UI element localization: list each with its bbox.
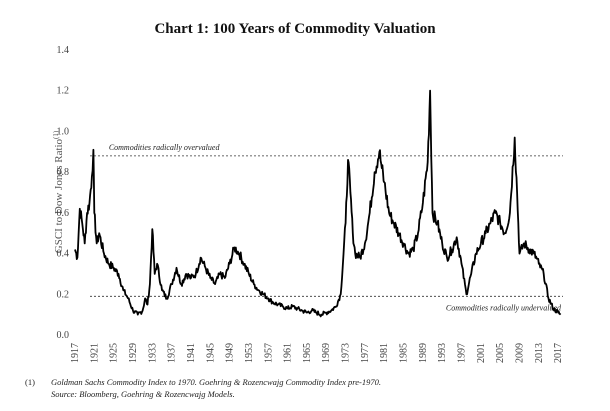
x-tick-label: 2001 (476, 343, 487, 363)
y-axis-ticks: 0.0 0.2 0.4 0.6 0.8 1.0 1.2 1.4 (57, 45, 70, 341)
chart-title: Chart 1: 100 Years of Commodity Valuatio… (154, 21, 436, 37)
footnote-number: (1) (25, 377, 35, 387)
reference-lines: Commodities radically overvalued Commodit… (90, 143, 563, 312)
x-tick-label: 1993 (437, 343, 448, 363)
x-tick-label: 1941 (186, 343, 197, 363)
y-axis-label-superscript: (1) (52, 130, 60, 139)
x-tick-label: 1965 (302, 343, 313, 363)
footnote-line-2: Source: Bloomberg, Goehring & Rozencwajg… (25, 389, 235, 399)
series-line-gsci-dow-ratio (74, 89, 562, 318)
x-tick-label: 2009 (515, 343, 526, 363)
x-tick-label: 1921 (89, 343, 100, 363)
x-tick-label: 1917 (70, 343, 81, 363)
x-tick-label: 2005 (495, 343, 506, 363)
footnote-line-1: (1) Goldman Sachs Commodity Index to 1970… (25, 377, 381, 387)
y-tick-label: 1.4 (57, 45, 70, 56)
x-tick-label: 1925 (109, 343, 120, 363)
x-tick-label: 1981 (379, 343, 390, 363)
y-tick-label: 1.2 (57, 86, 70, 97)
y-axis-label-text: GSCI to Dow Jones Ratio (53, 138, 65, 253)
x-tick-label: 2013 (534, 343, 545, 363)
x-tick-label: 1961 (283, 343, 294, 363)
x-tick-label: 1997 (457, 343, 468, 363)
x-tick-label: 1977 (360, 343, 371, 363)
y-tick-label: 0.4 (57, 249, 70, 260)
x-tick-label: 1953 (244, 343, 255, 363)
y-tick-label: 0.0 (57, 330, 70, 341)
x-tick-label: 1949 (225, 343, 236, 363)
x-tick-label: 1957 (263, 343, 274, 363)
annotation-overvalued: Commodities radically overvalued (109, 143, 221, 152)
y-tick-label: 1.0 (57, 126, 70, 137)
footnote-text-1: Goldman Sachs Commodity Index to 1970. G… (51, 377, 381, 387)
y-tick-label: 0.8 (57, 167, 70, 178)
x-tick-label: 1985 (399, 343, 410, 363)
x-axis-ticks: 1917 1921 1925 1929 1933 1937 1941 1945 1949 1953… (70, 343, 564, 363)
x-tick-label: 1989 (418, 343, 429, 363)
x-tick-label: 1937 (167, 343, 178, 363)
y-tick-label: 0.2 (57, 289, 70, 300)
x-tick-label: 1929 (128, 343, 139, 363)
x-tick-label: 2017 (553, 343, 564, 363)
annotation-undervalued: Commodities radically undervalued (446, 303, 562, 312)
y-tick-label: 0.6 (57, 208, 70, 219)
footnote-text-2: Source: Bloomberg, Goehring & Rozencwajg… (51, 389, 235, 399)
x-tick-label: 1945 (205, 343, 216, 363)
y-axis-label: GSCI to Dow Jones Ratio(1) (52, 130, 65, 253)
x-tick-label: 1933 (147, 343, 158, 363)
x-tick-label: 1973 (341, 343, 352, 363)
x-tick-label: 1969 (321, 343, 332, 363)
